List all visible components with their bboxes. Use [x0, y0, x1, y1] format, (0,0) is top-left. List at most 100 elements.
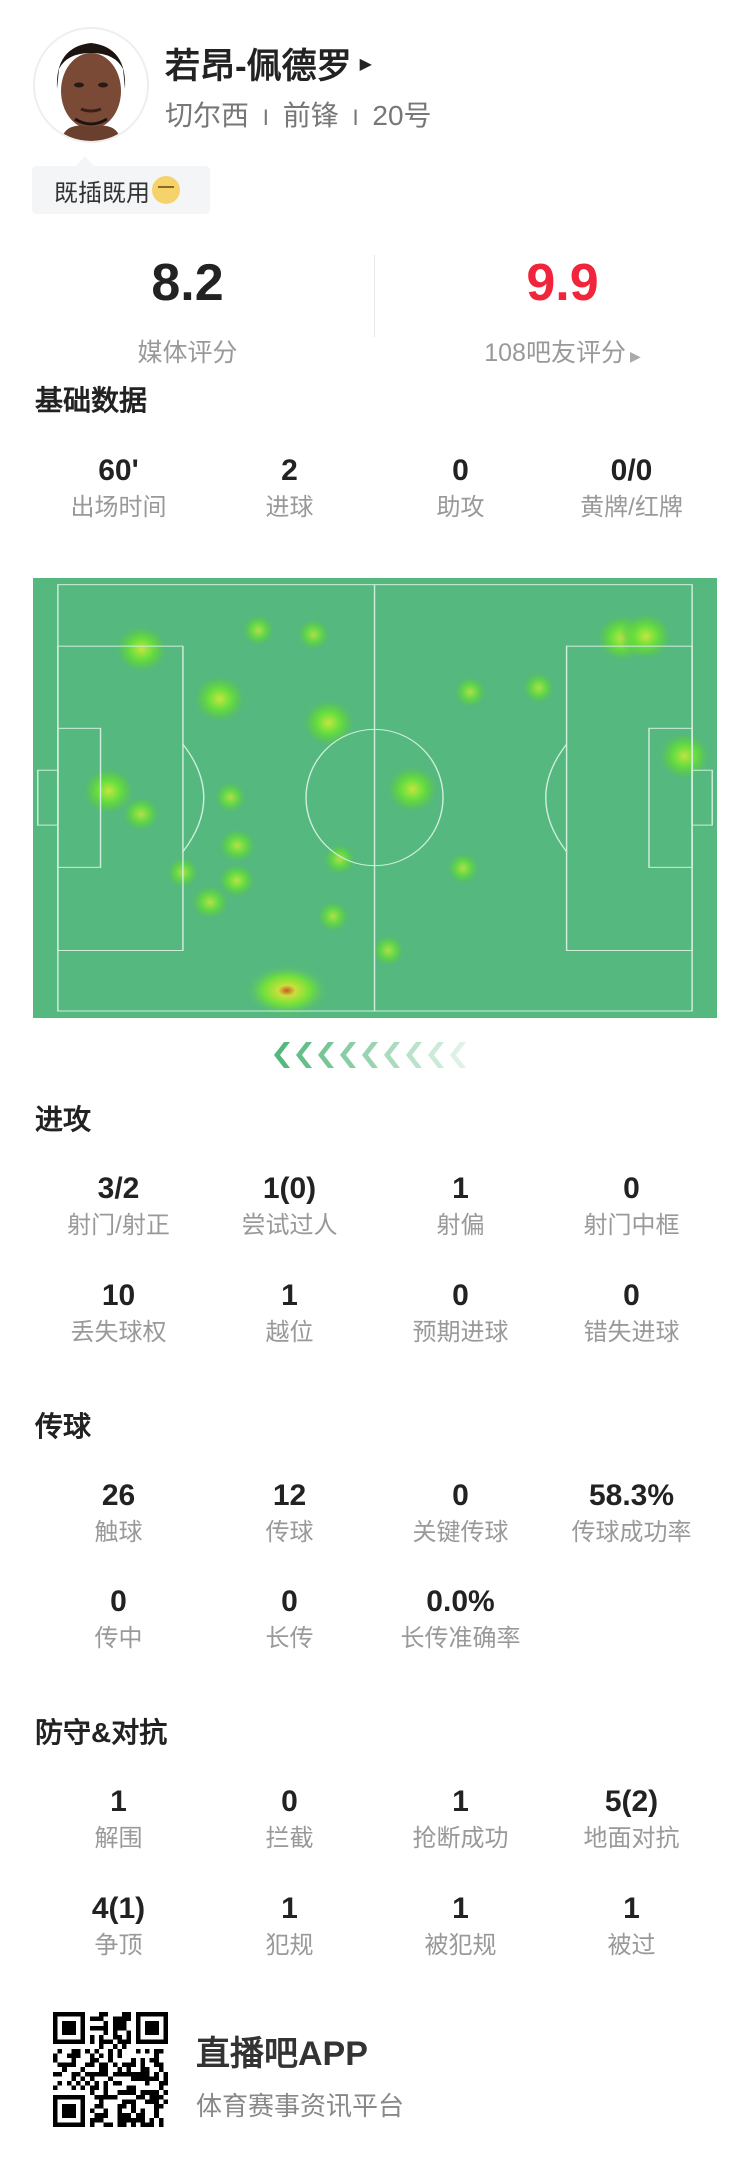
heat-spot [243, 963, 330, 1018]
stat-value: 60' [98, 454, 139, 487]
stat-value: 0 [281, 1785, 298, 1818]
player-avatar[interactable] [33, 27, 149, 143]
chevron-left-icon [318, 1042, 334, 1068]
qr-code-icon[interactable] [53, 2012, 168, 2127]
heat-spot [82, 767, 135, 815]
stat-value: 12 [272, 1479, 307, 1512]
chevron-left-icon [340, 1042, 356, 1068]
stat-label: 射偏 [436, 1212, 485, 1239]
stat-label: 长传准确率 [400, 1625, 521, 1652]
fan-rating-link[interactable]: 108吧友评分 ▶ [375, 333, 750, 369]
heat-layer [82, 612, 711, 1018]
heat-spot [121, 796, 161, 832]
stat-row: 0 传中 0 长传 0.0% 长传准确率 [33, 1584, 717, 1654]
stat-row: 3/2 射门/射正 1(0) 尝试过人 1 射偏 0 射门中框 [33, 1171, 717, 1241]
stat-item: 1 被犯规 [375, 1891, 546, 1961]
player-number: 20号 [372, 100, 432, 131]
heat-spot [522, 671, 555, 704]
heat-spot [453, 676, 487, 709]
stat-label: 传中 [94, 1625, 143, 1652]
stat-label: 抢断成功 [412, 1825, 509, 1852]
player-info: 切尔西 I 前锋 I 20号 [165, 94, 432, 134]
heat-spot [316, 900, 350, 933]
heat-spot [372, 934, 405, 967]
stat-label: 预期进球 [412, 1319, 509, 1346]
stat-item: 2 进球 [204, 453, 375, 523]
section-title: 传球 [35, 1411, 92, 1442]
stat-value: 4(1) [91, 1892, 146, 1925]
chevron-left-icon [296, 1042, 312, 1068]
stat-item: 10 丢失球权 [33, 1278, 204, 1348]
stat-value: 0 [281, 1585, 298, 1618]
stat-label: 触球 [94, 1519, 143, 1546]
stat-label: 争顶 [94, 1932, 143, 1959]
stat-value: 0 [623, 1279, 640, 1312]
stat-item: 0 拦截 [204, 1784, 375, 1854]
section-title: 防守&对抗 [35, 1717, 168, 1748]
stat-label: 拦截 [265, 1825, 314, 1852]
heat-spot [323, 843, 356, 876]
media-rating: 8.2 媒体评分 [0, 253, 375, 369]
stat-value: 1 [623, 1892, 640, 1925]
pitch-lines [37, 584, 713, 1012]
stat-label: 被犯规 [424, 1932, 497, 1959]
media-rating-value: 8.2 [151, 254, 224, 312]
heat-spot [619, 612, 673, 661]
stat-label: 关键传球 [412, 1519, 509, 1546]
stat-row: 1 解围 0 拦截 1 抢断成功 5(2) 地面对抗 [33, 1784, 717, 1854]
stat-value: 2 [281, 454, 298, 487]
player-name-link[interactable]: 若昂-佩德罗 ▶ [165, 38, 372, 89]
stat-value: 5(2) [604, 1785, 659, 1818]
stat-row: 60' 出场时间 2 进球 0 助攻 0/0 黄牌/红牌 [33, 453, 717, 523]
chevron-left-icon [406, 1042, 422, 1068]
stat-item: 1(0) 尝试过人 [204, 1171, 375, 1241]
stat-value: 26 [101, 1479, 136, 1512]
stat-value: 0.0% [426, 1585, 495, 1618]
stat-item: 4(1) 争顶 [33, 1891, 204, 1961]
stat-item: 0 错失进球 [546, 1278, 717, 1348]
stat-label: 黄牌/红牌 [580, 494, 683, 521]
stat-row: 4(1) 争顶 1 犯规 1 被犯规 1 被过 [33, 1891, 717, 1961]
stat-label: 助攻 [436, 494, 485, 521]
stat-label: 射门中框 [583, 1212, 680, 1239]
stat-value: 0 [452, 1279, 469, 1312]
stat-value: 1(0) [262, 1172, 317, 1205]
player-name: 若昂-佩德罗 [165, 47, 352, 86]
stat-value: 0/0 [610, 454, 653, 487]
stat-label: 尝试过人 [241, 1212, 338, 1239]
chevron-left-icon [274, 1042, 290, 1068]
stat-item: 0.0% 长传准确率 [375, 1584, 546, 1654]
stat-item: 0 传中 [33, 1584, 204, 1654]
heatmap-pitch [33, 578, 717, 1018]
stat-item: 3/2 射门/射正 [33, 1171, 204, 1241]
stat-label: 被过 [607, 1932, 656, 1959]
heat-spot [302, 698, 356, 747]
stat-item: 1 被过 [546, 1891, 717, 1961]
fan-rating[interactable]: 9.9 108吧友评分 ▶ [375, 253, 750, 369]
stat-item: 5(2) 地面对抗 [546, 1784, 717, 1854]
stat-item: 0/0 黄牌/红牌 [546, 453, 717, 523]
stat-value: 1 [281, 1892, 298, 1925]
heat-spot [115, 625, 168, 673]
player-team: 切尔西 [165, 100, 250, 131]
stat-label: 丢失球权 [70, 1319, 167, 1346]
stat-item: 60' 出场时间 [33, 453, 204, 523]
chevron-left-icon [362, 1042, 378, 1068]
stat-label: 传球 [265, 1519, 314, 1546]
heat-spot [297, 618, 330, 651]
stat-value: 0 [623, 1172, 640, 1205]
comment-text: 既插既用 [54, 179, 150, 207]
stat-row: 26 触球 12 传球 0 关键传球 58.3% 传球成功率 [33, 1478, 717, 1548]
stat-value: 1 [452, 1892, 469, 1925]
stat-value: 0 [452, 1479, 469, 1512]
heat-spot [214, 781, 247, 814]
cat-emoji-icon [152, 176, 180, 204]
app-name: 直播吧APP [196, 2035, 368, 2073]
stat-value: 0 [452, 454, 469, 487]
caret-right-icon: ▶ [629, 348, 641, 364]
stat-item: 0 关键传球 [375, 1478, 546, 1548]
stat-item: 1 射偏 [375, 1171, 546, 1241]
stat-value: 1 [452, 1172, 469, 1205]
stat-value: 1 [281, 1279, 298, 1312]
stat-item: 1 犯规 [204, 1891, 375, 1961]
